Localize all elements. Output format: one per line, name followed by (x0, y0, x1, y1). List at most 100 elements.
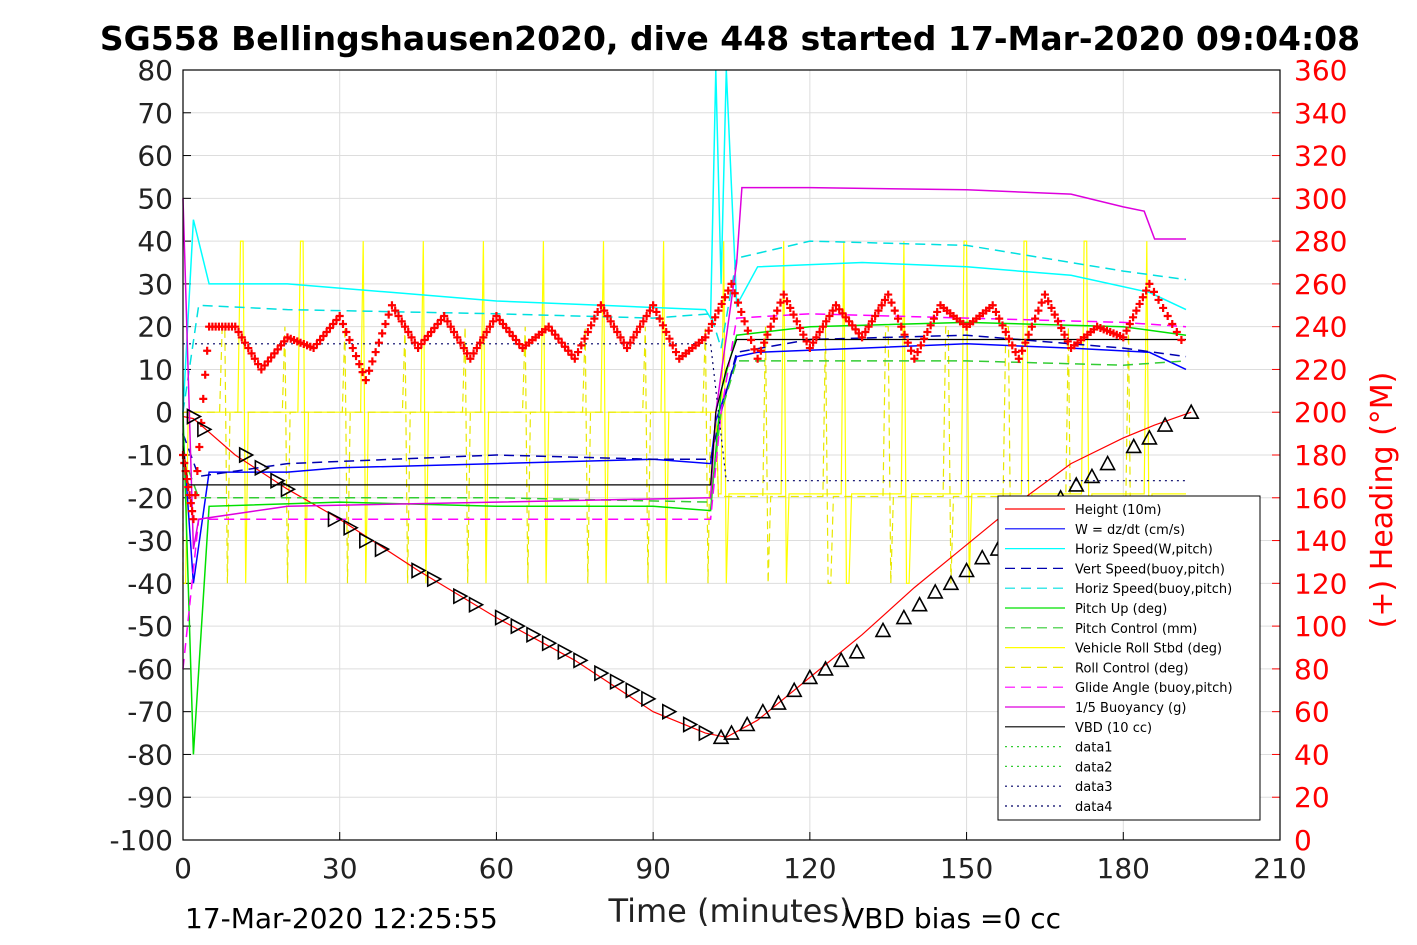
y-tick-label: 60 (137, 140, 173, 173)
heading-marker (652, 307, 661, 316)
heading-marker (916, 341, 925, 350)
legend-label: Horiz Speed(buoy,pitch) (1075, 582, 1232, 597)
legend-label: Horiz Speed(W,pitch) (1075, 543, 1213, 558)
y-tick-label: 40 (137, 225, 173, 258)
heading-marker (352, 352, 361, 361)
heading-marker (433, 319, 442, 328)
heading-marker (848, 321, 857, 330)
heading-marker (1122, 326, 1131, 335)
heading-marker (410, 338, 419, 347)
heading-marker (476, 338, 485, 347)
vbd-marker (874, 621, 892, 638)
vbd-marker (557, 643, 574, 661)
heading-marker (623, 344, 632, 353)
heading-marker (368, 357, 377, 366)
x-tick-label: 150 (940, 852, 993, 885)
heading-marker (671, 348, 680, 357)
vbd-marker (594, 664, 610, 682)
heading-marker (270, 349, 279, 358)
heading-marker (325, 324, 334, 333)
heading-marker (404, 328, 413, 337)
heading-marker (805, 344, 814, 353)
x-tick-label: 0 (174, 852, 192, 885)
heading-marker (453, 333, 462, 342)
vbd-marker (510, 617, 527, 635)
heading-marker (1044, 297, 1053, 306)
legend-label: Height (10m) (1075, 503, 1161, 518)
heading-marker (887, 298, 896, 307)
heading-marker (257, 365, 266, 374)
heading-marker (1138, 293, 1147, 302)
y-tick-label: -100 (109, 824, 173, 857)
vbd-marker (573, 651, 589, 669)
heading-marker (711, 313, 720, 322)
heading-marker (371, 348, 380, 357)
right-y-tick-label: 0 (1294, 824, 1312, 857)
heading-marker (596, 301, 605, 310)
heading-marker (244, 344, 253, 353)
heading-marker (505, 328, 514, 337)
right-y-tick-label: 240 (1294, 311, 1347, 344)
heading-marker (436, 315, 445, 324)
heading-marker (802, 337, 811, 346)
heading-marker (335, 311, 344, 320)
heading-marker (998, 321, 1007, 330)
heading-marker (557, 338, 566, 347)
vbd-marker (926, 583, 944, 599)
heading-marker (322, 328, 331, 337)
vbd-marker (1125, 437, 1143, 454)
heading-marker (1135, 299, 1144, 308)
vbd-marker (1067, 476, 1085, 492)
heading-marker (456, 338, 465, 347)
heading-marker (417, 340, 426, 349)
vbd-marker (1141, 429, 1158, 445)
heading-marker (838, 309, 847, 318)
heading-marker (988, 301, 997, 310)
heading-marker (714, 306, 723, 315)
heading-marker (1024, 330, 1033, 339)
heading-marker (560, 342, 569, 351)
heading-marker (877, 301, 886, 310)
legend-label: data4 (1075, 800, 1113, 815)
heading-marker (427, 328, 436, 337)
heading-marker (420, 336, 429, 345)
heading-marker (799, 330, 808, 339)
right-y-tick-label: 280 (1294, 225, 1347, 258)
heading-marker (626, 338, 635, 347)
heading-marker (312, 340, 321, 349)
heading-marker (502, 324, 511, 333)
right-y-tick-label: 80 (1294, 653, 1330, 686)
legend-label: 1/5 Buoyancy (g) (1075, 701, 1186, 716)
y-tick-label: -20 (127, 482, 173, 515)
heading-marker (890, 306, 899, 315)
heading-marker (776, 298, 785, 307)
vbd-marker (374, 540, 391, 558)
series-line-buoyancy (182, 186, 1186, 550)
heading-marker (574, 348, 583, 357)
heading-marker (316, 336, 325, 345)
heading-marker (551, 330, 560, 339)
y-tick-label: 10 (137, 353, 173, 386)
heading-marker (655, 314, 664, 323)
heading-marker (858, 333, 867, 342)
heading-marker (815, 328, 824, 337)
right-y-tick-label: 260 (1294, 268, 1347, 301)
x-tick-label: 60 (479, 852, 515, 885)
heading-marker (201, 370, 210, 379)
heading-marker (267, 353, 276, 362)
heading-marker (809, 338, 818, 347)
y-tick-label: -10 (127, 439, 173, 472)
series-line-pitch_control (182, 360, 1187, 503)
heading-marker (606, 317, 615, 326)
heading-marker (629, 333, 638, 342)
heading-marker (760, 338, 769, 347)
heading-marker (1129, 313, 1138, 322)
heading-marker (1149, 287, 1158, 296)
heading-marker (704, 326, 713, 335)
heading-marker (184, 483, 193, 492)
heading-marker (783, 297, 792, 306)
heading-marker (1159, 303, 1168, 312)
x-tick-label: 90 (635, 852, 671, 885)
vbd-marker (526, 626, 542, 644)
heading-marker (1172, 328, 1181, 337)
